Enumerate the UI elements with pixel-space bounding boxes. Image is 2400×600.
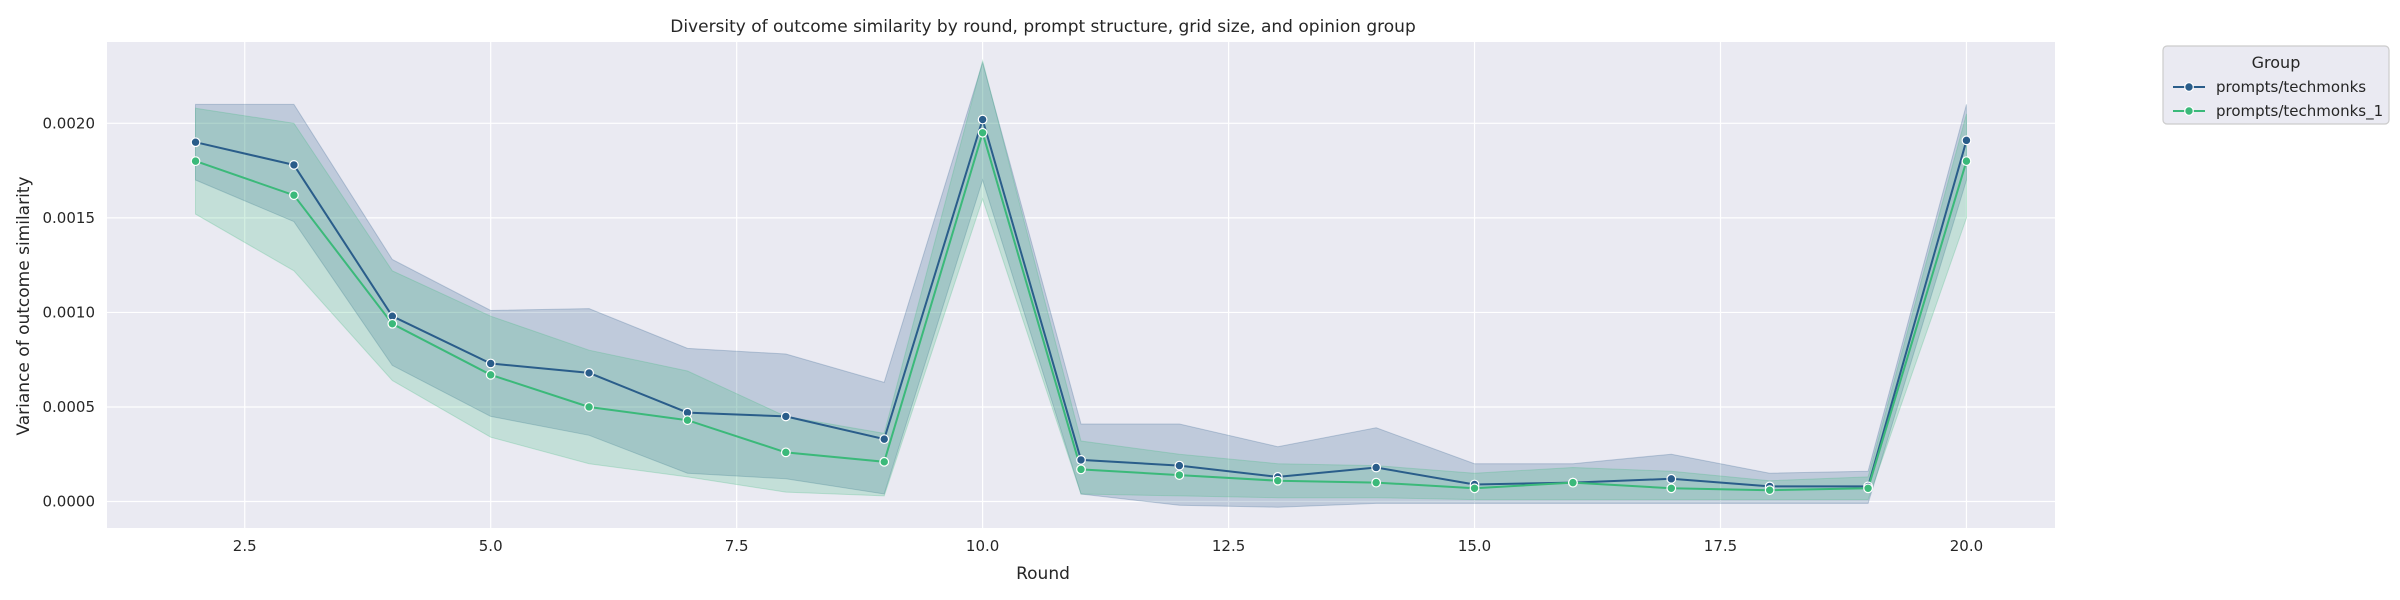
confidence-band — [195, 61, 1967, 508]
x-tick-label: 17.5 — [1704, 537, 1737, 555]
data-point — [1469, 483, 1480, 494]
data-point — [1666, 473, 1677, 484]
data-point — [289, 160, 299, 170]
data-point — [1174, 470, 1185, 480]
data-point — [190, 137, 201, 148]
data-point — [1961, 135, 1972, 146]
x-tick-label: 7.5 — [725, 537, 749, 555]
data-point — [1568, 477, 1578, 488]
data-point — [780, 411, 791, 422]
x-tick-label: 2.5 — [233, 537, 257, 555]
data-point — [1666, 483, 1677, 494]
data-point — [780, 447, 791, 458]
data-point — [1174, 460, 1185, 471]
data-point — [1371, 477, 1382, 488]
legend-label: prompts/techmonks_1 — [2216, 102, 2383, 121]
data-point — [584, 368, 594, 378]
y-tick-label: 0.0010 — [43, 303, 96, 321]
data-point — [190, 156, 201, 167]
data-point — [485, 358, 496, 369]
legend: Group prompts/techmonksprompts/techmonks… — [2162, 45, 2390, 125]
data-point — [1076, 455, 1086, 465]
x-tick-label: 15.0 — [1458, 537, 1491, 555]
x-axis-title: Round — [1016, 564, 1070, 584]
data-point — [1863, 483, 1873, 494]
y-tick-label: 0.0000 — [43, 493, 96, 511]
legend-marker — [2184, 106, 2194, 116]
data-point — [387, 318, 398, 329]
y-tick-label: 0.0020 — [43, 114, 96, 132]
x-tick-label: 20.0 — [1950, 537, 1983, 555]
data-point — [879, 434, 890, 445]
data-point — [584, 402, 594, 412]
data-point — [879, 456, 890, 467]
data-point — [1076, 464, 1086, 475]
legend-title: Group — [2252, 53, 2301, 72]
plot-area-group: 2.5 5.0 7.5 10.0 12.5 15.0 17.5 20.0 0.0000 0.000… — [43, 42, 2055, 555]
y-tick-label: 0.0005 — [43, 398, 96, 416]
chart-title: Diversity of outcome similarity by round… — [670, 17, 1416, 37]
data-point — [1371, 462, 1382, 473]
x-tick-label: 10.0 — [966, 537, 999, 555]
data-point — [1764, 485, 1775, 496]
legend-marker — [2184, 82, 2194, 92]
data-point — [1961, 156, 1972, 167]
y-tick-label: 0.0015 — [43, 209, 96, 227]
legend-items: prompts/techmonks prompts/techmonks_1 — [2173, 78, 2383, 121]
data-point — [289, 190, 299, 201]
data-point — [485, 369, 496, 380]
data-point — [977, 114, 988, 125]
x-tick-label: 5.0 — [479, 537, 503, 555]
legend-label: prompts/techmonks — [2216, 78, 2366, 96]
y-axis-title: Variance of outcome similarity — [14, 176, 34, 435]
data-point — [1272, 475, 1283, 486]
x-tick-label: 12.5 — [1212, 537, 1245, 555]
data-point — [682, 415, 693, 426]
legend-frame — [2162, 45, 2390, 125]
data-point — [977, 127, 988, 138]
confidence-band — [195, 58, 1967, 501]
